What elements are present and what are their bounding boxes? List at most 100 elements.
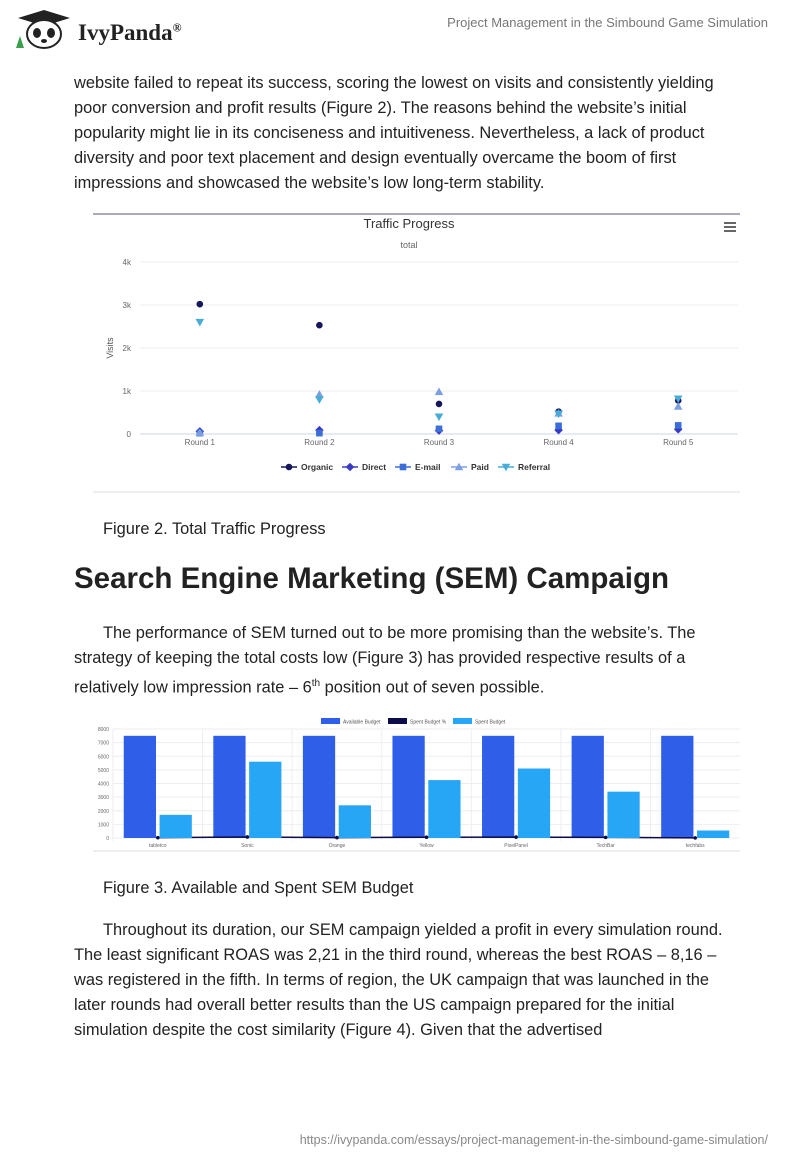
point <box>434 413 444 422</box>
point <box>335 835 339 840</box>
paragraph: website failed to repeat its success, sc… <box>74 74 714 192</box>
legend-swatch <box>453 718 472 724</box>
bar <box>302 735 336 838</box>
point <box>285 463 293 471</box>
point <box>315 396 324 404</box>
legend-label: Available Budget <box>343 720 381 726</box>
bar <box>517 768 551 838</box>
y-tick-label: 4k <box>123 258 132 267</box>
bar <box>249 761 282 838</box>
y-tick-label: 2k <box>123 344 132 353</box>
legend-label: Spent Budget <box>475 720 506 726</box>
chart-title: Traffic Progress <box>363 216 455 231</box>
y-tick-label: 3k <box>123 301 132 310</box>
y-tick-label: 1k <box>123 387 132 396</box>
point <box>315 390 324 398</box>
y-tick-label: 0 <box>106 836 109 842</box>
legend-label: Referral <box>518 462 550 472</box>
point <box>435 425 443 433</box>
y-axis-label: Visits <box>105 337 115 359</box>
point <box>555 422 562 430</box>
chart: 0 1000 2000 3000 4000 5000 6000 7000 8000 tabletc… <box>93 718 740 852</box>
superscript: th <box>311 678 321 689</box>
point <box>554 410 563 419</box>
point <box>245 835 250 839</box>
y-tick-label: 2000 <box>98 809 109 815</box>
legend-label: Organic <box>301 462 333 472</box>
x-tick-label: Round 4 <box>543 438 574 447</box>
header-title: Project Management in the Simbound Game … <box>447 15 768 30</box>
y-tick-label: 7000 <box>98 741 109 747</box>
y-tick-label: 3000 <box>98 795 109 801</box>
point <box>603 835 608 840</box>
bar <box>482 735 515 838</box>
bar <box>661 735 694 838</box>
point <box>514 835 518 839</box>
bar <box>697 830 730 838</box>
point <box>435 400 443 408</box>
figure-caption: Figure 3. Available and Spent SEM Budget <box>103 879 414 897</box>
x-tick-label: Round 5 <box>663 438 694 447</box>
y-tick-label: 8000 <box>98 727 109 733</box>
legend-swatch <box>388 718 407 724</box>
text: The performance of SEM turned out to be … <box>74 624 696 697</box>
x-tick-label: Round 3 <box>424 438 455 447</box>
point <box>316 429 323 437</box>
y-tick-label: 0 <box>127 430 132 439</box>
legend-label: Spent Budget % <box>410 720 447 726</box>
legend-label: Direct <box>362 462 386 472</box>
x-tick-label: Orange <box>329 843 346 849</box>
logo-text: IvyPanda® <box>78 20 182 46</box>
x-tick-label: Round 1 <box>185 438 216 447</box>
point <box>673 395 683 404</box>
logo-name: IvyPanda <box>78 20 173 45</box>
point <box>434 387 444 396</box>
menu-button[interactable] <box>724 222 736 232</box>
y-tick-label: 1000 <box>98 822 109 828</box>
x-tick-label: Round 2 <box>304 438 335 447</box>
point <box>424 835 429 840</box>
x-tick-label: Yellow <box>419 843 434 849</box>
y-tick-label: 6000 <box>98 754 109 760</box>
x-tick-label: Sonic <box>241 843 254 849</box>
bar <box>213 735 246 838</box>
bar <box>123 735 156 838</box>
point <box>674 422 682 429</box>
legend-label: E-mail <box>415 462 441 472</box>
point <box>195 318 205 327</box>
point <box>316 321 323 329</box>
legend-swatch <box>321 718 340 724</box>
point <box>196 300 204 308</box>
x-tick-label: PixelPanel <box>504 843 528 849</box>
section-heading: Search Engine Marketing (SEM) Campaign <box>74 562 670 595</box>
chart: Traffic Progress total Visits 0 1k 2k 3k 4k Roun… <box>93 213 740 493</box>
logo-mark: ® <box>172 20 182 35</box>
bar <box>392 735 425 838</box>
point <box>345 462 355 472</box>
bar <box>607 791 640 838</box>
chart-subtitle: total <box>400 240 417 250</box>
x-tick-label: TechBar <box>596 843 615 849</box>
paragraph: Throughout its duration, our SEM campaig… <box>74 921 723 1039</box>
point <box>454 462 464 471</box>
bar <box>428 780 461 838</box>
x-tick-label: tabletco <box>149 843 167 849</box>
logo-icon <box>16 10 70 49</box>
y-tick-label: 4000 <box>98 782 109 788</box>
point <box>195 428 205 437</box>
point <box>673 402 683 410</box>
point <box>693 836 698 840</box>
text: position out of seven possible. <box>320 678 545 697</box>
point <box>501 463 511 472</box>
figure-caption: Figure 2. Total Traffic Progress <box>103 520 326 538</box>
bar <box>571 735 604 838</box>
point <box>155 835 160 840</box>
y-tick-label: 5000 <box>98 768 109 774</box>
point <box>399 463 407 471</box>
x-tick-label: techfabs <box>686 843 705 849</box>
bar <box>338 805 371 838</box>
legend-label: Paid <box>471 462 489 472</box>
paragraph: The performance of SEM turned out to be … <box>74 621 724 700</box>
bar <box>159 814 192 838</box>
